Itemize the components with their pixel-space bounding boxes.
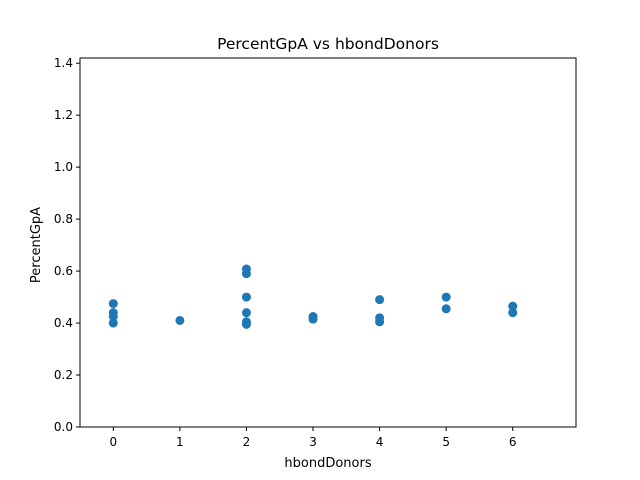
data-point [108, 312, 118, 322]
x-tick-label: 0 [109, 435, 117, 449]
data-point [375, 317, 385, 327]
data-point [308, 314, 318, 324]
x-tick-label: 6 [509, 435, 517, 449]
data-point [441, 304, 451, 314]
plot-area: 0 1 2 3 4 5 6 0.0 0.2 0.4 0.6 0.8 1.0 1.2 1.4 [54, 56, 577, 449]
x-tick-label: 3 [309, 435, 317, 449]
y-tick-label: 1.2 [54, 108, 73, 122]
x-tick-label: 4 [376, 435, 384, 449]
y-axis-label: PercentGpA [29, 207, 44, 283]
data-point [375, 295, 385, 305]
data-point [508, 301, 518, 311]
x-axis-label: hbondDonors [284, 456, 371, 471]
plot-frame [79, 57, 577, 428]
y-tick-label: 0.8 [54, 212, 73, 226]
data-point [508, 308, 518, 318]
data-point [175, 315, 185, 325]
y-tick-label: 0.4 [54, 316, 73, 330]
data-point [241, 269, 251, 279]
data-point [441, 292, 451, 302]
x-tick-label: 5 [442, 435, 450, 449]
data-point [241, 292, 251, 302]
y-tick-label: 0.6 [54, 264, 73, 278]
x-tick-label: 2 [243, 435, 251, 449]
data-point [108, 318, 118, 328]
y-tick-label: 0.0 [54, 420, 73, 434]
y-tick-label: 1.4 [54, 56, 73, 70]
data-point [241, 308, 251, 318]
chart-title: PercentGpA vs hbondDonors [217, 35, 439, 53]
data-point [241, 319, 251, 329]
y-tick-label: 0.2 [54, 368, 73, 382]
data-point [108, 299, 118, 309]
x-tick-label: 1 [176, 435, 184, 449]
y-tick-label: 1.0 [54, 160, 73, 174]
